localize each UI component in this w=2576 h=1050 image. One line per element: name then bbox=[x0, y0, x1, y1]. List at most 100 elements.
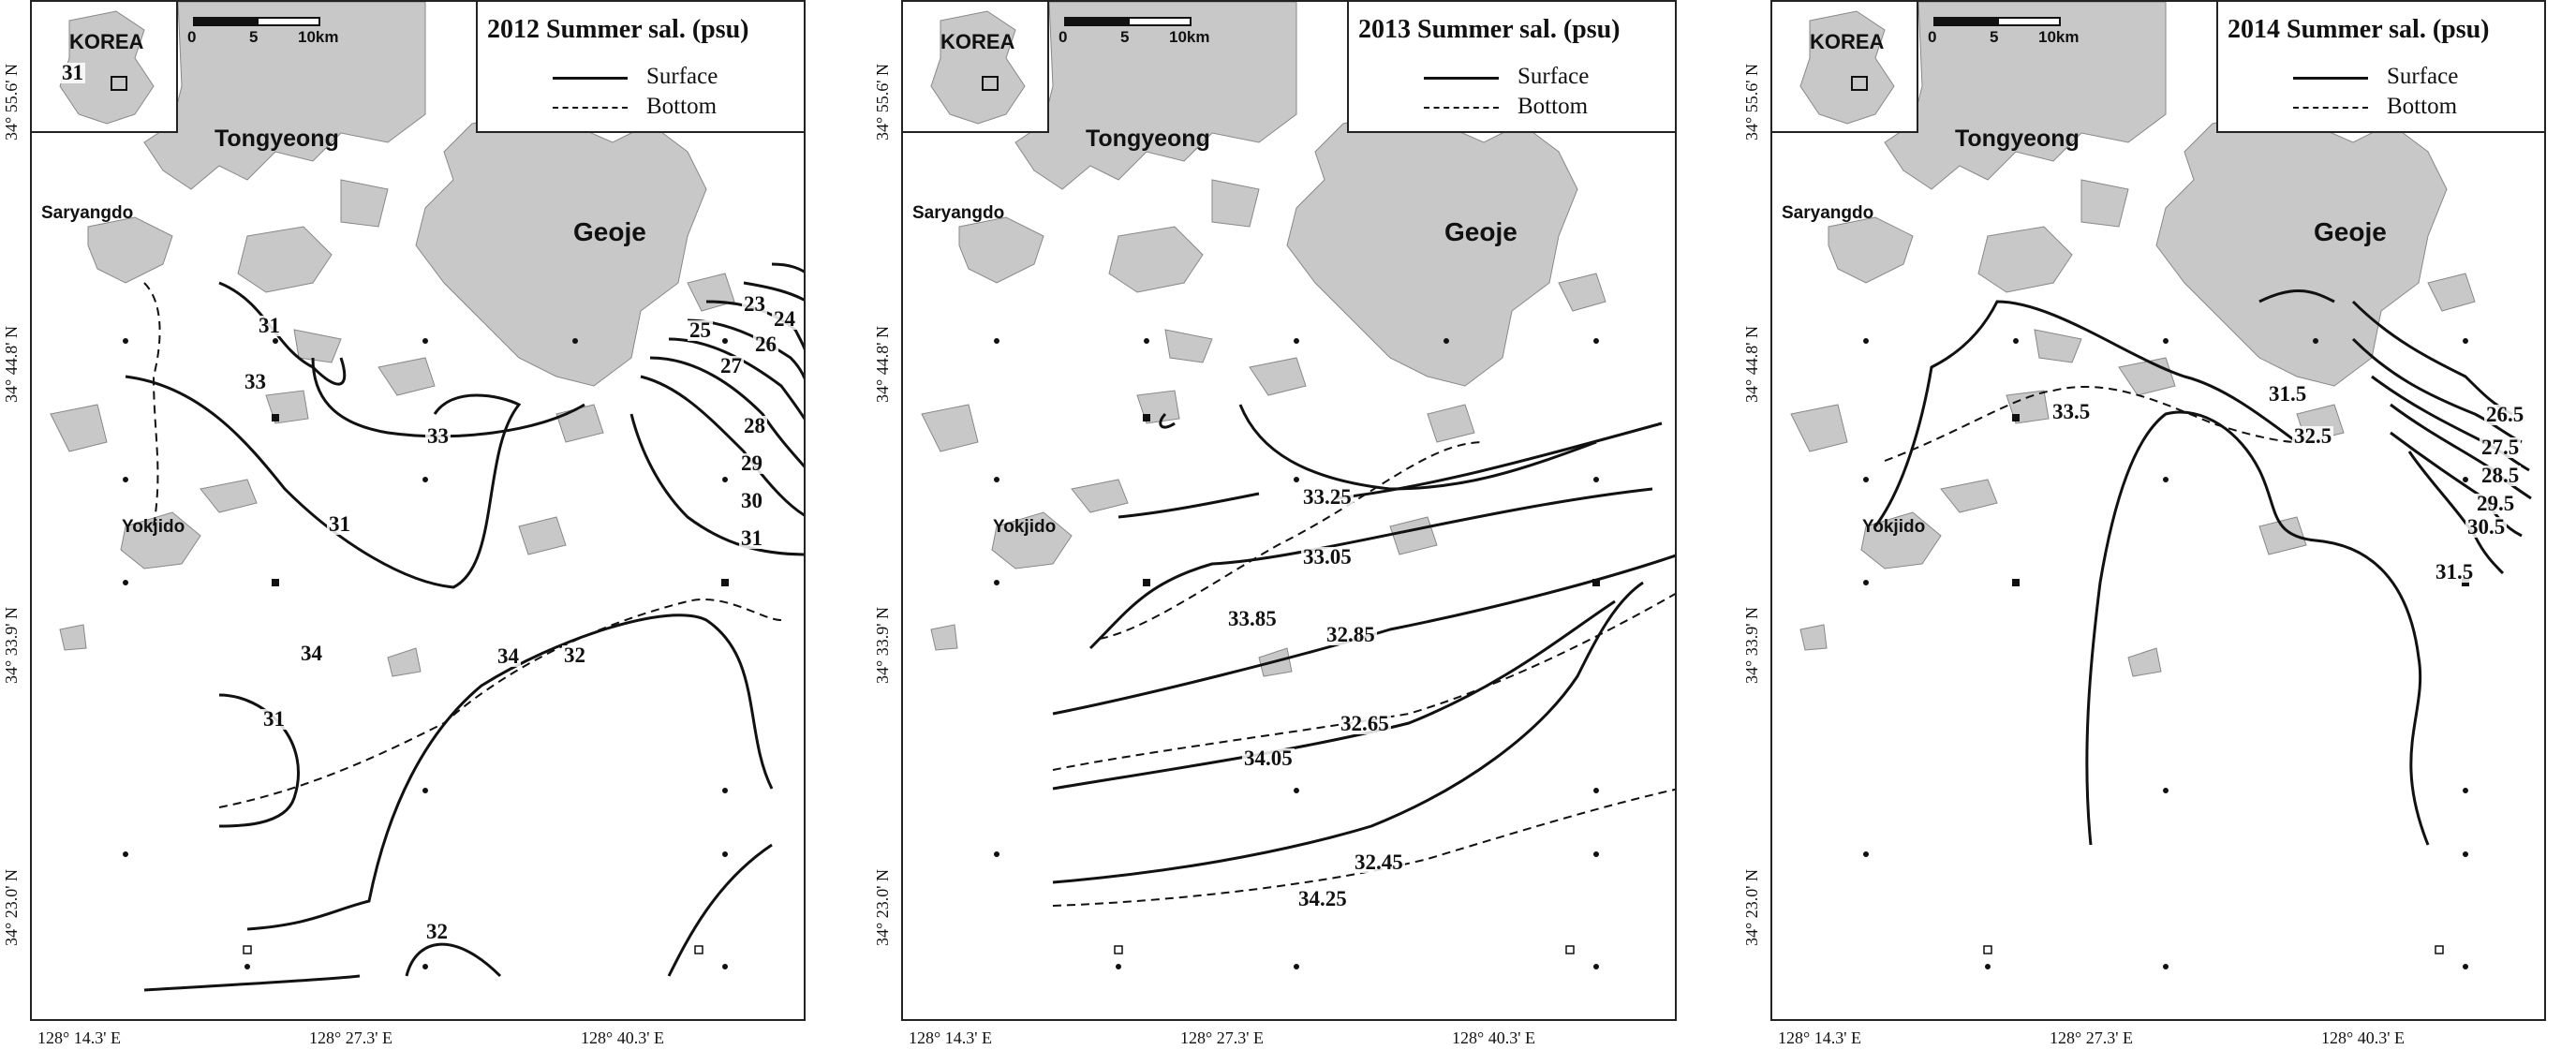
bottom-isohaline bbox=[1052, 593, 1675, 771]
legend-bottom-label: Bottom bbox=[646, 94, 718, 119]
bottom-isohaline bbox=[143, 282, 161, 527]
place-tongyeong: Tongyeong bbox=[1086, 126, 1210, 152]
contour-label: 29.5 bbox=[2475, 492, 2517, 515]
place-saryangdo: Saryangdo bbox=[41, 203, 134, 223]
inset-label: KOREA bbox=[1810, 30, 1885, 53]
surface-isohaline bbox=[311, 357, 585, 438]
surface-isohaline bbox=[1333, 421, 1663, 500]
contour-label: 34.05 bbox=[1242, 747, 1295, 770]
legend-bottom: Bottom bbox=[2293, 94, 2457, 120]
scale-bar: 0 5 10km bbox=[1059, 13, 1209, 60]
surface-isohaline bbox=[218, 693, 300, 828]
place-yokjido: Yokjido bbox=[1862, 517, 1926, 537]
contour-label: 33 bbox=[425, 424, 451, 448]
lat-tick: 34° 44.8' N bbox=[2, 326, 21, 403]
lon-tick: 128° 40.3' E bbox=[581, 1028, 664, 1047]
scale-tick-5: 5 bbox=[1990, 28, 1999, 46]
contour-label: 34.25 bbox=[1296, 887, 1349, 910]
place-yokjido: Yokjido bbox=[993, 517, 1057, 537]
scale-white-segment bbox=[257, 17, 320, 26]
surface-isohaline bbox=[2371, 375, 2530, 472]
panel-title: 2013 Summer sal. (psu) bbox=[1358, 15, 1621, 44]
legend-bottom-label: Bottom bbox=[1517, 94, 1589, 119]
surface-isohaline bbox=[667, 843, 773, 977]
surface-line-swatch bbox=[1424, 76, 1499, 80]
contour-label: 31.5 bbox=[2434, 560, 2476, 584]
scale-black-segment bbox=[1064, 17, 1128, 26]
scale-black-segment bbox=[1933, 17, 1997, 26]
bottom-isohaline bbox=[1884, 386, 2298, 462]
contour-label: 33.5 bbox=[2050, 400, 2093, 423]
contour-label: 31 bbox=[261, 707, 287, 731]
land-geoje bbox=[415, 109, 707, 387]
lat-tick: 34° 23.0' N bbox=[1742, 869, 1761, 946]
contour-label: 28 bbox=[742, 414, 767, 437]
map-panel-1: 34° 55.6' N 34° 44.8' N 34° 33.9' N 34° … bbox=[0, 0, 806, 1047]
lon-tick: 128° 40.3' E bbox=[2321, 1028, 2405, 1047]
legend-surface-label: Surface bbox=[2387, 64, 2459, 89]
contour-label: 33 bbox=[243, 370, 268, 393]
bottom-line-swatch bbox=[553, 107, 628, 110]
place-tongyeong: Tongyeong bbox=[215, 126, 339, 152]
contour-label: 31 bbox=[327, 512, 352, 536]
panel-title: 2012 Summer sal. (psu) bbox=[487, 15, 749, 44]
contour-label: 30.5 bbox=[2465, 515, 2508, 539]
surface-isohaline bbox=[743, 281, 804, 302]
contour-label: 31 bbox=[60, 61, 85, 84]
contour-label: 32 bbox=[562, 643, 587, 667]
contour-label: 34 bbox=[496, 644, 521, 668]
korea-inset: KOREA bbox=[32, 2, 178, 133]
contour-label: 34 bbox=[299, 642, 324, 665]
surface-isohaline bbox=[1159, 412, 1176, 429]
contour-label: 25 bbox=[688, 318, 713, 342]
land-saryangdo bbox=[87, 216, 173, 284]
scale-tick-10: 10km bbox=[1169, 28, 1210, 46]
lat-tick: 34° 55.6' N bbox=[873, 64, 892, 140]
contour-label: 29 bbox=[739, 451, 764, 475]
lat-tick: 34° 55.6' N bbox=[1742, 64, 1761, 140]
scale-bar: 0 5 10km bbox=[1928, 13, 2079, 60]
contour-label: 32.45 bbox=[1353, 850, 1405, 874]
lat-tick: 34° 33.9' N bbox=[1742, 607, 1761, 684]
coastline-map bbox=[1790, 2, 2544, 969]
land-yokjido bbox=[991, 511, 1073, 569]
scale-tick-10: 10km bbox=[2038, 28, 2080, 46]
contour-label: 23 bbox=[742, 292, 767, 316]
surface-isohaline bbox=[1873, 300, 2298, 527]
legend-surface-label: Surface bbox=[1517, 64, 1590, 89]
surface-line-swatch bbox=[2293, 76, 2368, 80]
surface-isohaline bbox=[771, 262, 804, 274]
scale-white-segment bbox=[1997, 17, 2061, 26]
lon-tick: 128° 14.3' E bbox=[37, 1028, 121, 1047]
scale-tick-10: 10km bbox=[298, 28, 339, 46]
surface-isohaline bbox=[2351, 300, 2513, 416]
lat-tick: 34° 33.9' N bbox=[2, 607, 21, 684]
land-saryangdo bbox=[958, 216, 1044, 284]
contour-label: 32.85 bbox=[1325, 623, 1377, 646]
surface-isohaline bbox=[1238, 404, 1597, 491]
surface-isohaline bbox=[246, 614, 774, 931]
contour-label: 31.5 bbox=[2267, 382, 2309, 406]
scale-tick-5: 5 bbox=[249, 28, 259, 46]
surface-isohaline bbox=[1118, 492, 1260, 519]
bottom-isohaline bbox=[1099, 441, 1485, 640]
map-frame: KOREA 0 5 10km 2014 Summer sal. (psu) Su… bbox=[1770, 0, 2546, 1021]
contour-label: 33.85 bbox=[1226, 607, 1279, 630]
land-geoje bbox=[2155, 109, 2448, 387]
scale-bar: 0 5 10km bbox=[187, 13, 338, 60]
bottom-line-swatch bbox=[2293, 107, 2368, 110]
contour-label: 32 bbox=[424, 920, 450, 943]
place-yokjido: Yokjido bbox=[122, 517, 185, 537]
lon-tick: 128° 14.3' E bbox=[909, 1028, 992, 1047]
contour-label: 31 bbox=[739, 526, 764, 550]
contour-label: 33.05 bbox=[1301, 545, 1354, 569]
surface-isohaline bbox=[1052, 581, 1644, 884]
map-panel-3: 34° 55.6' N 34° 44.8' N 34° 33.9' N 34° … bbox=[1740, 0, 2546, 1047]
lon-tick: 128° 27.3' E bbox=[2050, 1028, 2133, 1047]
legend: 2014 Summer sal. (psu) Surface Bottom bbox=[2216, 2, 2544, 133]
place-saryangdo: Saryangdo bbox=[912, 203, 1005, 223]
lon-tick: 128° 40.3' E bbox=[1452, 1028, 1535, 1047]
scale-tick-0: 0 bbox=[1928, 28, 1937, 46]
contour-label: 27.5 bbox=[2480, 436, 2522, 459]
lon-tick: 128° 14.3' E bbox=[1778, 1028, 1861, 1047]
